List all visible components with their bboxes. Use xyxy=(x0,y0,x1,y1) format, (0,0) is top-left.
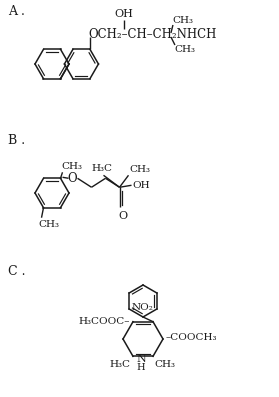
Text: H₃C: H₃C xyxy=(109,360,130,369)
Text: O: O xyxy=(118,211,127,221)
Text: CH₃: CH₃ xyxy=(174,45,195,54)
Text: OH: OH xyxy=(114,9,133,19)
Text: O: O xyxy=(68,172,77,185)
Text: CH₃: CH₃ xyxy=(154,360,175,369)
Text: –COOCH₃: –COOCH₃ xyxy=(166,333,218,341)
Text: N: N xyxy=(136,354,146,364)
Text: H: H xyxy=(137,362,145,372)
Text: CH₃: CH₃ xyxy=(39,220,59,229)
Text: CH₃: CH₃ xyxy=(129,165,150,174)
Text: H₃C: H₃C xyxy=(92,164,112,173)
Text: H₃COOC–: H₃COOC– xyxy=(78,317,130,326)
Text: B .: B . xyxy=(8,134,25,147)
Text: OH: OH xyxy=(133,181,150,190)
Text: NO₂: NO₂ xyxy=(131,303,153,312)
Text: CH₃: CH₃ xyxy=(172,16,193,25)
Text: A .: A . xyxy=(8,5,25,18)
Text: CH₃: CH₃ xyxy=(61,162,83,171)
Text: C .: C . xyxy=(8,265,25,278)
Text: OCH₂–CH–CH₂NHCH: OCH₂–CH–CH₂NHCH xyxy=(88,29,216,42)
